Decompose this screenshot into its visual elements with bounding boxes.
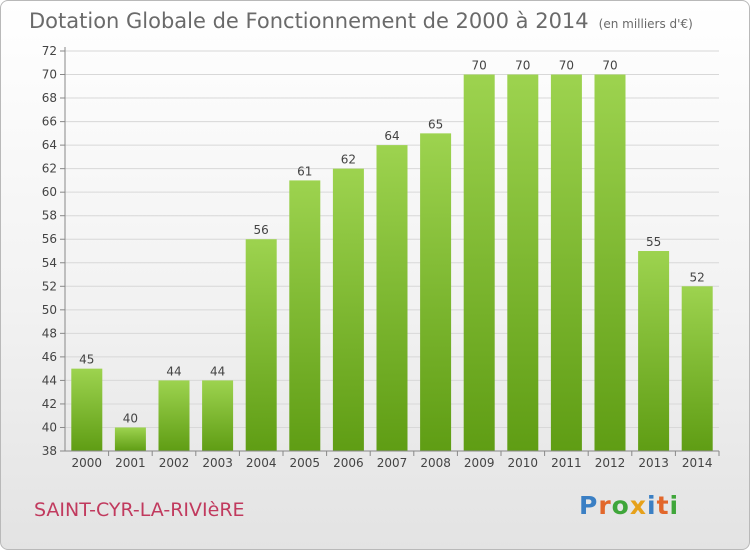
bar: [681, 286, 713, 451]
y-tick-label: 72: [42, 44, 57, 58]
x-tick-label: 2000: [72, 456, 103, 470]
y-tick-label: 62: [42, 162, 57, 176]
bar: [420, 133, 452, 451]
data-label: 52: [690, 270, 705, 284]
bar: [332, 168, 364, 451]
commune-name: SAINT-CYR-LA-RIVIèRE: [34, 499, 245, 521]
y-tick-label: 40: [42, 420, 57, 434]
y-tick-label: 48: [42, 326, 57, 340]
bar: [550, 74, 582, 451]
x-tick-label: 2013: [638, 456, 669, 470]
y-tick-label: 64: [42, 138, 57, 152]
data-label: 61: [297, 164, 312, 178]
data-label: 45: [79, 353, 94, 367]
x-tick-label: 2008: [420, 456, 451, 470]
bar: [507, 74, 539, 451]
bar: [638, 251, 670, 451]
data-label: 55: [646, 235, 661, 249]
data-label: 44: [210, 364, 225, 378]
bar: [114, 427, 146, 451]
bars: [71, 74, 713, 452]
x-tick-label: 2002: [159, 456, 190, 470]
bar: [594, 74, 626, 451]
x-tick-label: 2005: [290, 456, 321, 470]
x-tick-label: 2009: [464, 456, 495, 470]
y-tick-label: 58: [42, 209, 57, 223]
y-tick-label: 68: [42, 91, 57, 105]
title-unit: (en milliers d'€): [598, 17, 693, 31]
data-label: 65: [428, 117, 443, 131]
x-tick-label: 2011: [551, 456, 582, 470]
bar: [463, 74, 495, 451]
chart-title: Dotation Globale de Fonctionnement de 20…: [29, 9, 693, 33]
bar: [289, 180, 321, 452]
y-tick-label: 50: [42, 303, 57, 317]
y-tick-label: 70: [42, 68, 57, 82]
bar: [202, 380, 234, 451]
bar: [245, 239, 277, 451]
bar: [71, 368, 103, 451]
x-tick-label: 2007: [377, 456, 408, 470]
title-text: Dotation Globale de Fonctionnement de 20…: [29, 9, 589, 33]
x-tick-label: 2004: [246, 456, 277, 470]
y-tick-label: 42: [42, 397, 57, 411]
x-tick-label: 2010: [508, 456, 539, 470]
data-label: 70: [472, 59, 487, 73]
data-label: 70: [602, 59, 617, 73]
bar: [376, 145, 408, 451]
data-label: 40: [123, 411, 138, 425]
y-tick-label: 44: [42, 373, 57, 387]
y-tick-label: 60: [42, 185, 57, 199]
bar: [158, 380, 190, 451]
data-label: 64: [384, 129, 399, 143]
axes: 38 40 42 44 46 48 50 52 54 56 58 60 62 64 66 68 70 72 2000…: [42, 44, 720, 470]
x-tick-label: 2012: [595, 456, 626, 470]
y-tick-label: 52: [42, 279, 57, 293]
x-tick-label: 2003: [202, 456, 233, 470]
y-tick-label: 46: [42, 350, 57, 364]
y-tick-label: 66: [42, 115, 57, 129]
data-label: 62: [341, 153, 356, 167]
y-tick-label: 54: [42, 256, 57, 270]
data-label: 70: [515, 59, 530, 73]
data-label: 56: [254, 223, 269, 237]
data-label: 70: [559, 59, 574, 73]
data-label: 44: [166, 364, 181, 378]
proxiti-logo: Proxiti: [579, 491, 680, 520]
x-tick-label: 2014: [682, 456, 713, 470]
y-tick-label: 56: [42, 232, 57, 246]
x-tick-label: 2006: [333, 456, 364, 470]
x-tick-label: 2001: [115, 456, 146, 470]
y-tick-label: 38: [42, 444, 57, 458]
data-labels: 45 40 44 44 56 61 62 64 65 70 70 70 70 55 52: [79, 59, 705, 426]
